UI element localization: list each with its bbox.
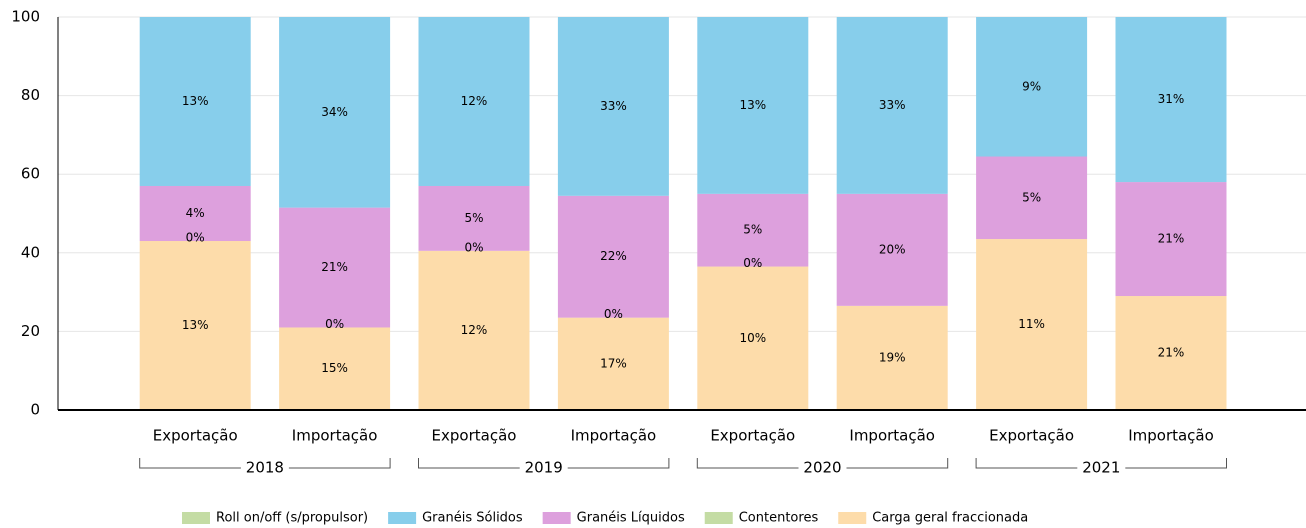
bar-segment [557,17,669,196]
data-label: 13% [182,318,209,332]
bar-segment [976,239,1088,410]
data-label: 13% [739,98,766,112]
bar-segment [836,17,948,194]
data-label: 4% [186,206,205,220]
bar-segment [1115,17,1227,183]
bar-segment [697,193,809,267]
data-label: 0% [325,317,344,331]
x-tick-label: Exportação [710,427,795,445]
bar-segment [418,250,530,410]
y-tick-label: 40 [21,243,40,261]
x-tick-label: Importação [849,427,935,445]
y-tick-label: 100 [11,8,40,26]
data-label: 22% [600,249,627,263]
data-label: 19% [879,350,906,364]
bar-segment [279,207,391,328]
data-label: 33% [600,99,627,113]
data-label: 33% [879,98,906,112]
legend-label: Roll on/off (s/propulsor) [216,511,368,526]
data-label: 0% [743,256,762,270]
group-label-bg [519,459,568,477]
bar-segment [697,266,809,410]
bar-segment [279,327,391,410]
bar-segment [557,195,669,318]
data-label: 11% [1018,317,1045,331]
bar-segment [836,193,948,306]
bar-segment [1115,182,1227,297]
bar-segment [418,185,530,251]
legend-swatch [838,512,867,524]
bar-segment [836,305,948,410]
group-label-bg [798,459,847,477]
data-label: 34% [321,105,348,119]
legend-swatch [542,512,571,524]
bar-segment [557,317,669,410]
data-label: 12% [461,94,488,108]
group-label-bg [1077,459,1126,477]
legend-label: Granéis Sólidos [422,511,523,526]
group-label: 2018 [246,459,284,477]
x-tick-label: Exportação [153,427,238,445]
group-label-bg [240,459,289,477]
data-label: 12% [461,323,488,337]
data-label: 0% [604,307,623,321]
group-label: 2021 [1082,459,1120,477]
legend: Roll on/off (s/propulsor) Granéis Sólidos… [182,511,1028,526]
bar-segment [418,17,530,186]
y-tick-label: 60 [21,165,40,183]
y-tick-label: 20 [21,322,40,340]
x-tick-label: Importação [571,427,657,445]
x-tick-label: Exportação [432,427,517,445]
x-tick-label: Importação [1128,427,1214,445]
legend-label: Contentores [739,511,819,526]
data-label: 20% [879,242,906,256]
group-label: 2020 [803,459,841,477]
bar-segment [139,241,251,410]
legend-label: Carga geral fraccionada [872,511,1028,526]
y-tick-label: 0 [30,401,40,419]
data-label: 21% [1158,232,1185,246]
x-tick-label: Importação [292,427,378,445]
legend-swatch [704,512,733,524]
data-label: 5% [1022,190,1041,204]
data-label: 5% [743,223,762,237]
x-tick-label: Exportação [989,427,1074,445]
group-label: 2019 [525,459,563,477]
legend-swatch [182,512,210,524]
data-label: 5% [464,211,483,225]
legend-swatch [388,512,417,524]
bar-segment [139,17,251,186]
bar-segment [1115,296,1227,410]
data-label: 10% [739,331,766,345]
data-label: 13% [182,94,209,108]
data-label: 21% [1158,346,1185,360]
data-label: 0% [464,240,483,254]
bar-segment [976,17,1088,157]
data-label: 9% [1022,79,1041,93]
data-label: 15% [321,361,348,375]
bar-segment [279,17,391,208]
data-label: 21% [321,260,348,274]
data-label: 0% [186,231,205,245]
bar-segment [139,185,251,242]
data-label: 17% [600,356,627,370]
legend-label: Granéis Líquidos [577,511,685,526]
bar-segment [976,156,1088,240]
bar-segment [697,17,809,194]
data-label: 31% [1158,92,1185,106]
y-tick-label: 80 [21,86,40,104]
